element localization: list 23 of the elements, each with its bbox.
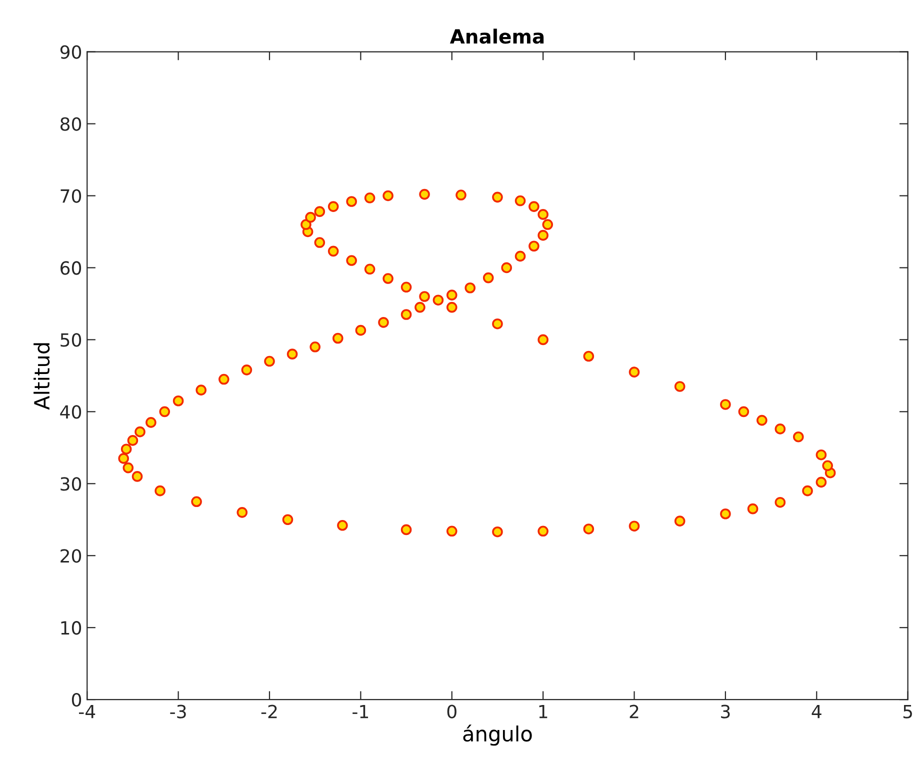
x-tick-label: -2 <box>261 704 277 718</box>
x-tick-label: 4 <box>812 704 822 718</box>
y-tick-label: 50 <box>60 333 82 347</box>
y-tick-label: 60 <box>60 261 82 275</box>
y-tick-label: 0 <box>72 693 82 707</box>
y-tick-label: 70 <box>60 189 82 203</box>
x-tick-label: 1 <box>539 704 548 718</box>
y-tick-label: 10 <box>61 621 82 635</box>
y-tick-label: 40 <box>60 405 82 419</box>
x-tick-label: 5 <box>903 704 912 718</box>
y-tick-label: 30 <box>60 477 82 491</box>
y-tick-label: 90 <box>60 45 82 59</box>
x-tick-label: -4 <box>78 704 96 718</box>
y-tick-label: 20 <box>60 549 82 563</box>
x-tick-label: 2 <box>630 704 638 718</box>
y-tick-label: 80 <box>60 117 82 131</box>
x-tick-label: 0 <box>447 704 456 718</box>
x-tick-label: 3 <box>721 704 730 718</box>
x-tick-label: -1 <box>352 704 368 718</box>
x-tick-label: -3 <box>170 704 186 718</box>
chart-title: Analema <box>450 28 544 44</box>
y-axis-title: Altitud <box>34 343 50 410</box>
x-axis-title: ángulo <box>463 724 532 746</box>
